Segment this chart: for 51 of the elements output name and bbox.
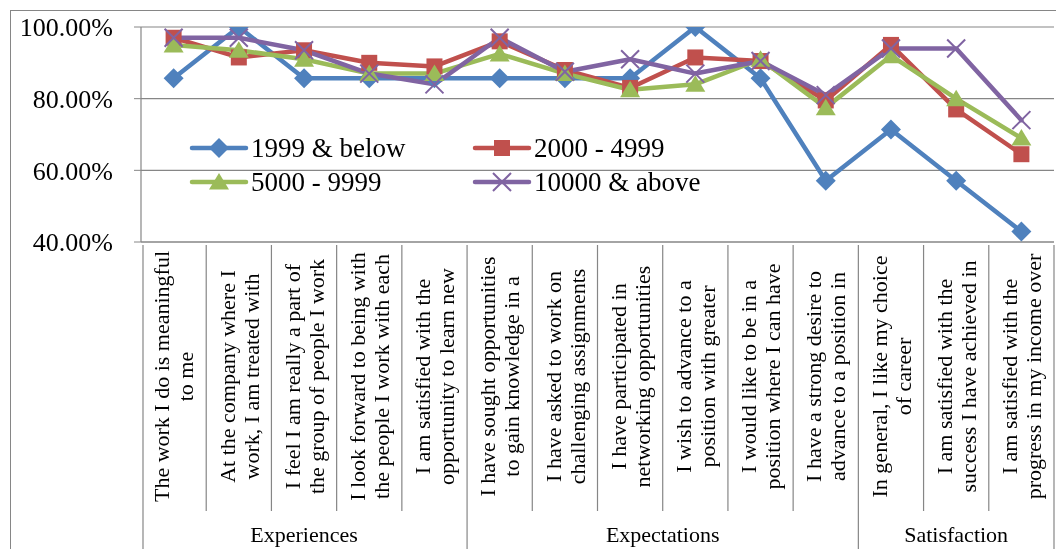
point: [1011, 221, 1032, 242]
point: [1011, 129, 1032, 146]
y-tick-label: 80.00%: [32, 84, 113, 114]
point: [685, 75, 706, 92]
point: [489, 44, 510, 62]
legend-label: 10000 & above: [534, 167, 701, 198]
y-tick-label: 60.00%: [32, 156, 113, 186]
x-tick-label: I have asked to work on challenging assignments: [540, 268, 590, 485]
text: Satisfaction: [904, 522, 1009, 547]
point: [750, 68, 771, 89]
text: Expectations: [605, 522, 720, 547]
legend-label: 5000 - 9999: [251, 167, 382, 198]
x-tick-label: I have a strong desire to advance to a position in: [801, 271, 851, 482]
point: [880, 119, 901, 140]
point: [489, 27, 510, 48]
x-tick-label: At the company where I work, I am treated with: [214, 270, 264, 483]
point: [815, 170, 836, 191]
x-tick-label: I look forward to being with the people I work with each: [344, 252, 394, 501]
x-tick-label: I would like to be in a position where I can have: [736, 263, 786, 490]
point: [1011, 110, 1032, 131]
legend-label: 2000 - 4999: [534, 133, 665, 164]
point: [620, 49, 641, 70]
point: [687, 49, 704, 66]
point: [228, 41, 249, 58]
legend-label: 1999 & below: [251, 133, 406, 164]
x-tick-label: I have participated in networking opportunities: [605, 265, 655, 488]
point: [815, 98, 836, 116]
point: [163, 68, 184, 89]
point: [1013, 146, 1030, 163]
x-tick-label: I wish to advance to a position with greater: [671, 280, 721, 473]
point: [424, 74, 445, 95]
point: [228, 27, 249, 48]
x-tick-label: In general, I like my choice of career: [866, 255, 916, 498]
x-tick-label: I have sought opportunities to gain knowledge in a: [475, 256, 525, 497]
x-tick-label: I am satisfied with the opportunity to learn new: [410, 267, 460, 485]
y-tick-label: 40.00%: [32, 228, 113, 258]
point: [489, 68, 510, 89]
point: [294, 50, 315, 67]
point: [946, 170, 967, 191]
text: Experiences: [250, 522, 358, 547]
x-tick-label: I am satisfied with the progress in my income over: [997, 253, 1047, 500]
point: [880, 38, 901, 59]
y-tick-label: 100.00%: [19, 13, 113, 43]
x-tick-label: I am satisfied with the success I have achieved in: [931, 260, 981, 493]
point: [946, 38, 967, 59]
point: [946, 89, 967, 107]
x-tick-label: The work I do is meaningful to me: [149, 250, 199, 503]
point: [815, 85, 836, 106]
point: [294, 68, 315, 89]
x-tick-label: I feel I am really a part of the group of people I work: [279, 258, 329, 495]
point: [685, 63, 706, 84]
